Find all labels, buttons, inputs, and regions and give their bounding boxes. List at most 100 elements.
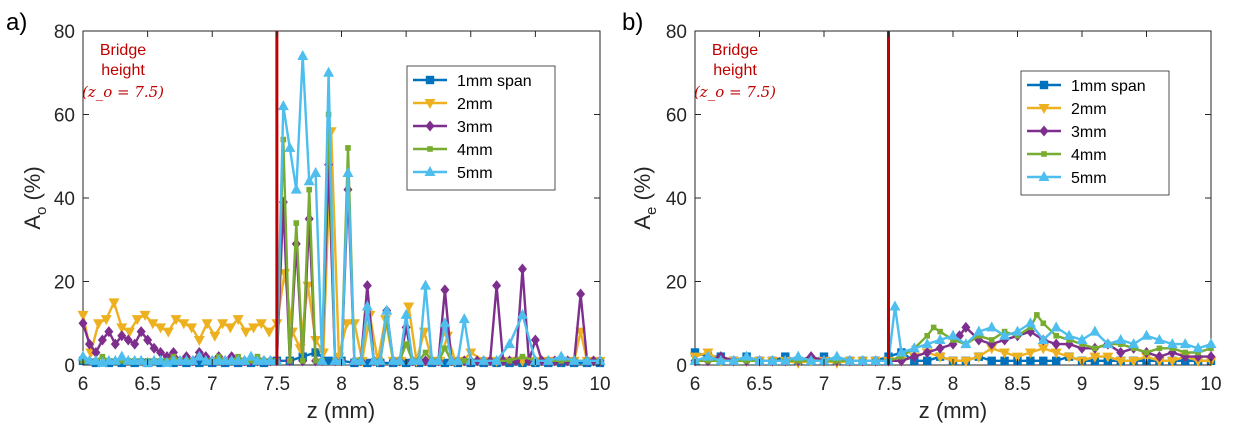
data-point-b-2 [1102,352,1114,363]
legend-entry-b-4: 4mm [1027,147,1107,164]
data-point-a-3 [156,346,166,358]
legend-b: 1mm span 2mm 3mm 4mm 5mm [1020,70,1170,196]
data-point-b-4 [1066,337,1072,343]
data-point-a-5 [504,338,516,349]
data-point-a-2 [178,319,190,330]
data-point-a-4 [99,353,106,360]
data-point-b-5 [870,354,882,365]
legend-label-b-2: 2mm [1071,101,1107,118]
data-point-a-5 [303,175,315,186]
data-point-a-5 [245,350,257,361]
data-point-a-3 [117,330,127,342]
x-tick-label-b: 7.5 [875,374,901,395]
data-point-a-5 [187,354,199,365]
data-point-b-5 [741,350,753,361]
data-point-a-5 [116,350,128,361]
x-tick-label-a: 7 [207,374,218,395]
data-point-b-3 [1206,351,1216,363]
x-ticks-b: 6 6.5 7 7.5 8 8.5 9 9.5 10 [690,31,1222,395]
data-point-b-2 [934,352,946,363]
data-point-a-3 [110,338,120,350]
data-point-a-5 [555,350,567,361]
legend-label-b-5: 5mm [1071,170,1107,187]
data-point-b-5 [895,346,907,357]
data-point-a-3 [84,338,94,350]
data-point-b-2 [1089,352,1101,363]
y-ticks-a: 0 20 40 60 80 [54,22,600,377]
data-point-b-5 [1012,325,1023,336]
data-point-a-5 [316,354,328,365]
x-tick-label-b: 8.5 [1004,374,1030,395]
legend-a: 1mm span 2mm 3mm 4mm 5mm [406,65,556,191]
data-point-a-5 [394,354,406,365]
data-point-b-4 [795,358,801,364]
legend-entry-b-3: 3mm [1027,124,1107,141]
data-point-b-4 [834,358,840,364]
x-tick-label-b: 7 [819,374,830,395]
data-point-b-1 [690,348,700,357]
data-point-b-4 [988,337,995,343]
annotation-a: Bridge height (z_o = 7.5) [82,42,164,101]
data-point-b-2 [960,356,972,367]
legend-entry-a-3: 3mm [413,119,493,136]
data-point-b-5 [844,354,856,365]
y-axis-label-a-sub: o [33,207,50,215]
series-markers-b-5 [689,300,1217,365]
x-tick-label-b: 6 [690,374,701,395]
data-point-b-3 [909,351,919,363]
data-point-a-4 [345,145,351,151]
data-point-b-4 [930,324,937,331]
data-point-b-4 [1040,320,1047,327]
data-point-a-5 [277,100,289,111]
data-point-a-2 [131,315,143,326]
data-point-b-4 [1169,345,1176,352]
data-point-b-5 [960,338,972,349]
annotation-line3-a: (z_o = 7.5) [82,83,164,101]
data-point-b-5 [1089,325,1101,336]
annotation-line2-b: height [713,62,757,79]
data-point-a-5 [542,354,554,365]
x-tick-label-b: 8 [948,374,959,395]
data-point-b-1 [1052,356,1061,366]
data-point-b-3 [935,342,945,354]
data-point-a-4 [299,358,306,364]
annotation-line3-b: (z_o = 7.5) [694,83,776,101]
data-point-a-5 [193,350,205,361]
y-axis-label-b-unit: (%) [630,166,655,206]
data-point-b-4 [1156,345,1163,352]
data-point-a-2 [186,323,198,334]
y-axis-label-a-text: Ao (%) [20,166,50,229]
data-point-b-5 [857,354,869,365]
data-point-b-2 [999,348,1011,359]
data-point-b-3 [922,346,932,358]
data-point-a-3 [97,334,107,346]
data-point-b-4 [1092,345,1098,352]
data-point-b-4 [1079,341,1085,347]
data-point-a-2 [193,335,205,346]
data-point-a-5 [284,141,296,152]
data-point-b-5 [1115,333,1127,344]
x-tick-label-b: 9.5 [1133,374,1159,395]
data-point-a-5 [109,354,121,365]
data-point-b-2 [1024,348,1036,359]
data-point-a-4 [312,358,319,364]
data-point-a-5 [310,166,322,177]
data-point-b-4 [976,332,982,339]
data-point-b-4 [1182,349,1188,356]
data-point-b-5 [921,338,933,349]
legend-marker-b-1 [1039,80,1049,90]
y-tick-label-b: 80 [666,22,687,43]
data-point-b-1 [1000,356,1009,366]
panel-label-a: a) [6,9,27,36]
data-point-a-2 [232,315,244,326]
data-point-a-3 [136,326,146,338]
y-tick-label-a: 0 [64,356,75,377]
data-point-a-5 [439,317,451,328]
data-point-b-3 [1051,338,1061,350]
data-point-a-5 [239,354,251,365]
x-axis-label-a-text: z (mm) [307,398,375,423]
data-point-a-5 [90,354,102,365]
y-tick-label-b: 60 [666,106,687,127]
y-tick-label-a: 80 [54,22,75,43]
